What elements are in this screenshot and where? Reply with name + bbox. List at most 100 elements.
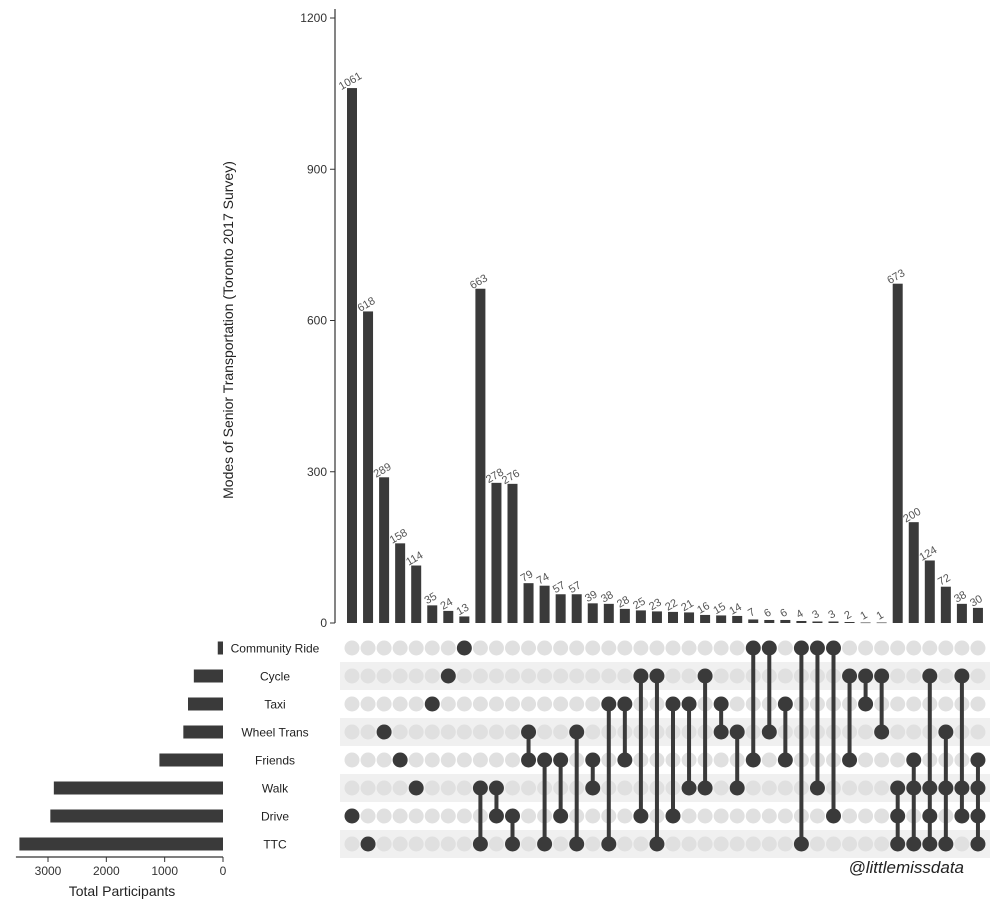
intersection-bar <box>892 283 903 623</box>
matrix-dot-inactive <box>729 808 745 824</box>
matrix-dot-inactive <box>874 836 890 852</box>
intersection-bar <box>764 619 775 623</box>
matrix-dot-inactive <box>617 808 633 824</box>
matrix-dot-inactive <box>392 668 408 684</box>
intersection-bar <box>443 610 454 623</box>
intersection-bar <box>507 483 518 623</box>
watermark: @littlemissdata <box>848 858 964 877</box>
matrix-dot-inactive <box>392 640 408 656</box>
y-axis: Modes of Senior Transportation (Toronto … <box>220 9 336 630</box>
matrix-dot-inactive <box>472 724 488 740</box>
matrix-dot-active <box>745 752 761 768</box>
matrix-dot-active <box>424 696 440 712</box>
matrix-dot-inactive <box>424 752 440 768</box>
matrix-dot-inactive <box>537 696 553 712</box>
matrix-dot-inactive <box>697 808 713 824</box>
matrix-dot-inactive <box>858 752 874 768</box>
set-size-bar <box>53 781 224 795</box>
matrix-dot-inactive <box>777 640 793 656</box>
matrix-dot-active <box>826 808 841 824</box>
intersection-bar <box>379 477 390 623</box>
intersection-bar <box>956 603 967 623</box>
set-size-bar <box>188 697 223 711</box>
matrix-dot-inactive <box>424 640 440 656</box>
bar-value-label: 200 <box>901 506 923 526</box>
matrix-dot-inactive <box>360 696 376 712</box>
set-size-bar <box>19 837 223 851</box>
bar-value-label: 1 <box>858 609 869 622</box>
matrix-dot-inactive <box>617 640 633 656</box>
matrix-dot-inactive <box>424 836 440 852</box>
bar-value-label: 6 <box>778 607 789 620</box>
matrix-dot-active <box>890 808 906 824</box>
intersection-bar <box>411 565 422 623</box>
matrix-dot-inactive <box>713 780 729 796</box>
intersection-bar <box>844 621 855 623</box>
intersection-bar <box>619 608 630 623</box>
bar-value-label: 35 <box>422 590 439 607</box>
matrix-dot-inactive <box>569 668 585 684</box>
matrix-dot-inactive <box>537 640 553 656</box>
matrix-dot-inactive <box>617 780 633 796</box>
matrix-dot-inactive <box>842 808 858 824</box>
matrix-dot-inactive <box>360 724 376 740</box>
matrix-dot-active <box>922 668 938 684</box>
matrix-dot-inactive <box>392 724 408 740</box>
bar-value-label: 74 <box>535 571 552 588</box>
set-size-bar <box>183 725 223 739</box>
set-label: Cycle <box>260 670 290 684</box>
set-size-bar <box>193 669 223 683</box>
set-size-bars: Total Participants 3000 2000 1000 0 <box>15 641 227 899</box>
matrix-dot-inactive <box>488 668 504 684</box>
matrix-dot-inactive <box>440 696 456 712</box>
intersection-matrix <box>344 640 986 852</box>
bar-value-label: 158 <box>388 527 410 547</box>
bar-value-label: 663 <box>468 272 490 292</box>
matrix-dot-inactive <box>858 724 874 740</box>
matrix-dot-active <box>601 696 617 712</box>
matrix-dot-inactive <box>874 640 890 656</box>
matrix-dot-inactive <box>713 836 729 852</box>
set-label: Wheel Trans <box>241 726 308 740</box>
matrix-dot-active <box>537 752 553 768</box>
matrix-dot-inactive <box>890 724 906 740</box>
matrix-dot-inactive <box>890 640 906 656</box>
matrix-dot-active <box>505 808 520 824</box>
matrix-dot-inactive <box>938 696 954 712</box>
matrix-dot-inactive <box>472 696 488 712</box>
matrix-dot-active <box>553 752 569 768</box>
intersection-bar <box>684 612 695 623</box>
bar-value-label: 14 <box>727 601 744 618</box>
matrix-dot-active <box>392 752 408 768</box>
matrix-dot-active <box>922 808 938 824</box>
matrix-dot-inactive <box>488 836 504 852</box>
matrix-dot-inactive <box>408 808 424 824</box>
y-tick-label: 300 <box>307 465 327 479</box>
matrix-dot-inactive <box>553 836 569 852</box>
matrix-dot-inactive <box>392 780 408 796</box>
matrix-dot-active <box>954 780 970 796</box>
matrix-dot-inactive <box>858 836 874 852</box>
matrix-dot-active <box>874 668 890 684</box>
matrix-dot-inactive <box>681 808 697 824</box>
set-size-axis-title: Total Participants <box>69 883 176 899</box>
matrix-dot-active <box>938 724 954 740</box>
matrix-dot-inactive <box>376 668 392 684</box>
matrix-dot-active <box>665 696 681 712</box>
bar-value-label: 15 <box>711 601 728 618</box>
matrix-dot-active <box>472 836 488 852</box>
matrix-dot-inactive <box>472 668 488 684</box>
set-label: Community Ride <box>231 642 320 656</box>
matrix-dot-inactive <box>858 640 874 656</box>
matrix-dot-inactive <box>360 808 376 824</box>
matrix-dot-inactive <box>408 668 424 684</box>
matrix-dot-active <box>729 780 745 796</box>
matrix-dot-inactive <box>537 724 553 740</box>
matrix-dot-active <box>537 836 553 852</box>
matrix-dot-inactive <box>521 696 537 712</box>
matrix-dot-active <box>360 836 376 852</box>
matrix-dot-active <box>713 696 729 712</box>
matrix-dot-inactive <box>456 668 472 684</box>
matrix-dot-active <box>585 752 601 768</box>
matrix-dot-inactive <box>424 808 440 824</box>
